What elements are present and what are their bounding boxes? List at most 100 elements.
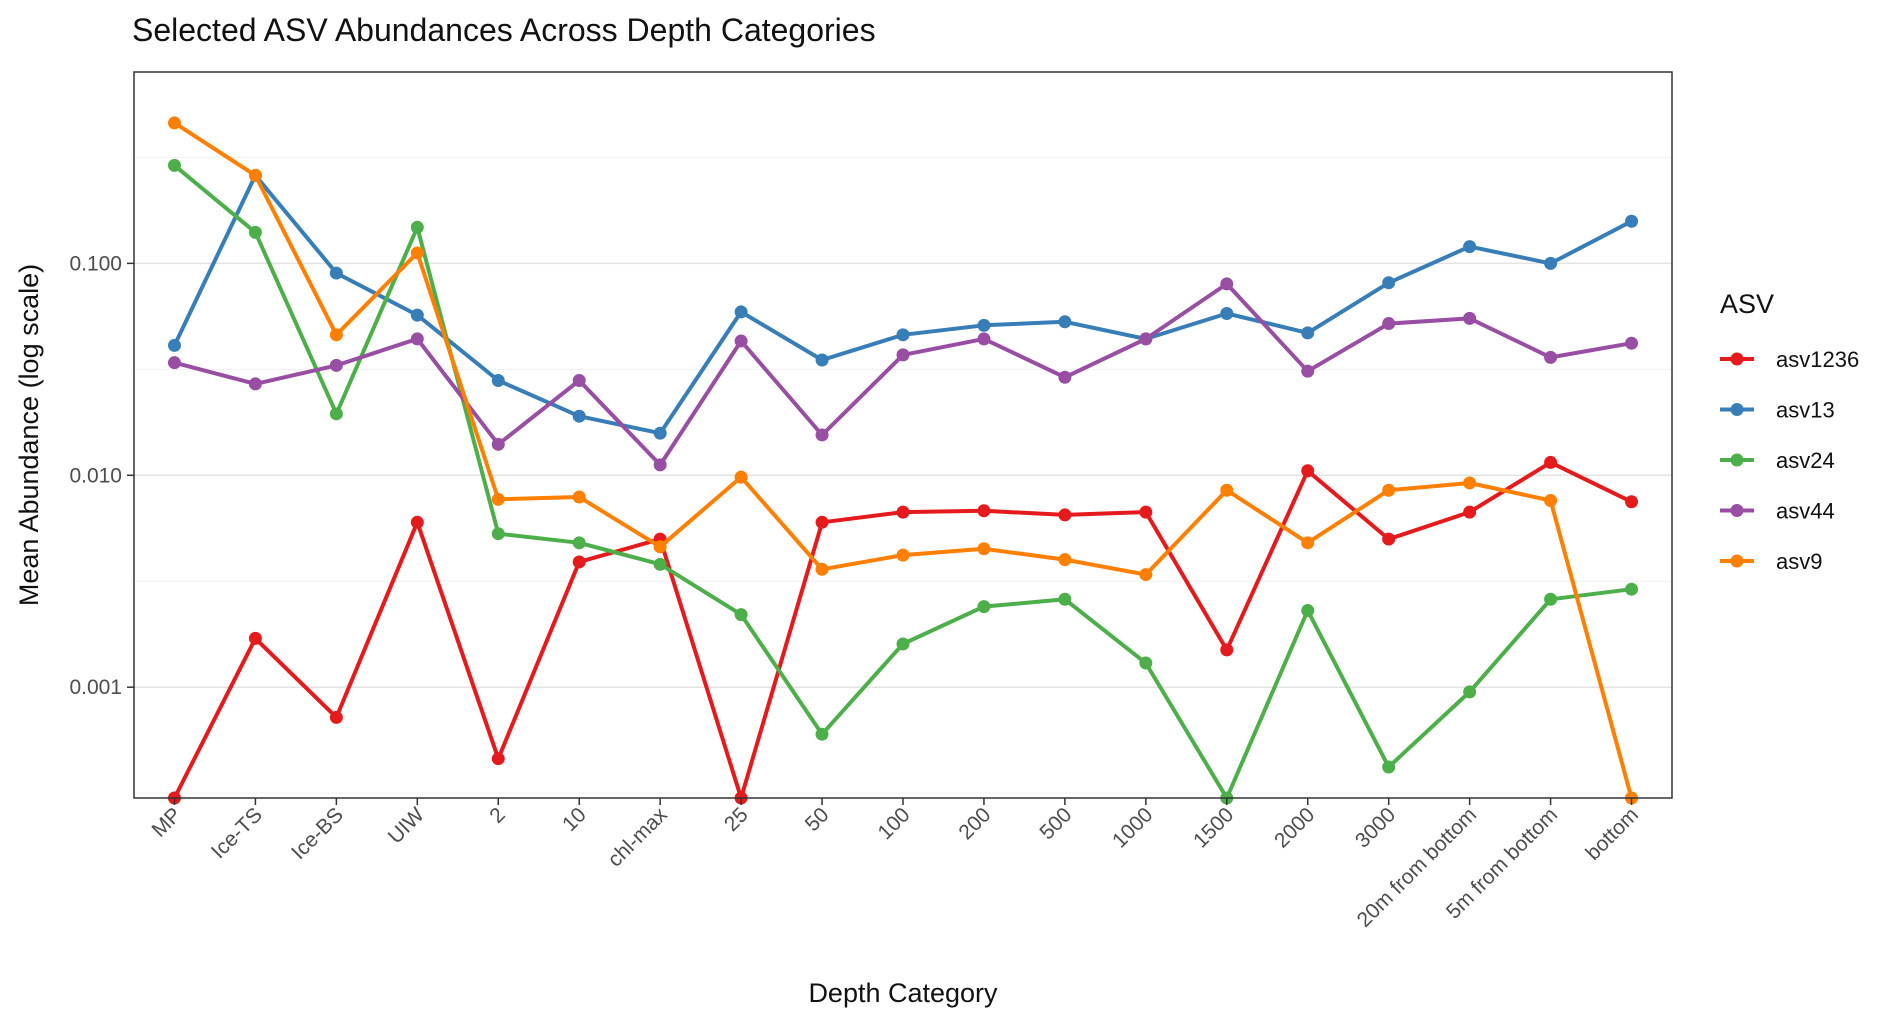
data-point-asv9 <box>1139 568 1153 582</box>
data-point-asv1236 <box>1058 508 1072 522</box>
legend-key-point <box>1730 403 1744 416</box>
x-tick-label: 10 <box>558 803 591 836</box>
data-point-asv13 <box>1220 307 1234 321</box>
legend-key-point <box>1730 453 1744 467</box>
data-point-asv44 <box>329 358 343 372</box>
y-tick-label: 0.001 <box>69 676 122 699</box>
data-point-asv24 <box>1301 604 1315 618</box>
data-point-asv13 <box>167 338 181 352</box>
data-point-asv1236 <box>329 710 343 724</box>
data-point-asv44 <box>167 356 181 370</box>
x-tick-label: Ice-TS <box>207 803 267 863</box>
data-point-asv24 <box>1625 582 1639 596</box>
x-tick-label: bottom <box>1581 803 1643 865</box>
legend-item-asv13: asv13 <box>1720 398 1835 423</box>
data-point-asv9 <box>1544 494 1558 508</box>
legend: ASV asv1236 asv13 asv24 asv44 asv9 <box>1720 289 1859 574</box>
data-point-asv24 <box>410 220 424 234</box>
data-point-asv13 <box>1382 276 1396 290</box>
data-point-asv24 <box>1463 685 1477 699</box>
data-point-asv9 <box>1058 553 1072 567</box>
data-point-asv9 <box>815 562 829 576</box>
data-point-asv1236 <box>491 752 505 766</box>
data-point-asv9 <box>329 328 343 342</box>
data-point-asv44 <box>896 348 910 362</box>
data-point-asv1236 <box>1625 495 1639 509</box>
data-point-asv44 <box>410 332 424 346</box>
legend-key-point <box>1730 352 1744 366</box>
data-point-asv24 <box>896 637 910 651</box>
data-point-asv13 <box>815 353 829 367</box>
data-point-asv44 <box>1625 336 1639 350</box>
data-point-asv13 <box>410 308 424 322</box>
data-point-asv13 <box>1544 256 1558 270</box>
y-tick-label: 0.100 <box>69 252 122 275</box>
series-asv44 <box>167 277 1639 472</box>
y-tick-label: 0.010 <box>69 464 122 487</box>
series-line-asv9 <box>172 120 1634 800</box>
x-tick-label: 1500 <box>1189 803 1238 852</box>
legend-item-asv24: asv24 <box>1720 448 1835 473</box>
y-axis-title: Mean Abundance (log scale) <box>14 264 44 606</box>
data-point-asv44 <box>977 332 991 346</box>
series-layer <box>167 116 1639 805</box>
data-point-asv1236 <box>896 505 910 519</box>
data-point-asv44 <box>815 428 829 442</box>
data-point-asv13 <box>977 318 991 332</box>
x-tick-label: 100 <box>873 803 914 844</box>
data-point-asv44 <box>653 458 667 472</box>
data-point-asv9 <box>491 492 505 506</box>
legend-label: asv1236 <box>1776 347 1859 372</box>
data-point-asv24 <box>977 600 991 614</box>
data-point-asv13 <box>572 409 586 423</box>
x-tick-label: 500 <box>1035 803 1076 844</box>
x-tick-label: 25 <box>720 803 753 836</box>
data-point-asv24 <box>1382 760 1396 774</box>
legend-item-asv1236: asv1236 <box>1720 347 1859 372</box>
data-point-asv1236 <box>1139 505 1153 519</box>
legend-key-point <box>1730 504 1744 517</box>
legend-item-asv44: asv44 <box>1720 499 1835 524</box>
data-point-asv1236 <box>410 515 424 529</box>
data-point-asv44 <box>1544 350 1558 364</box>
data-point-asv13 <box>1463 240 1477 254</box>
series-asv1236 <box>167 455 1639 805</box>
series-line-asv44 <box>172 281 1634 467</box>
data-point-asv24 <box>1544 592 1558 606</box>
data-point-asv9 <box>1382 483 1396 497</box>
data-point-asv13 <box>1625 214 1639 228</box>
data-point-asv9 <box>977 542 991 556</box>
data-point-asv13 <box>653 426 667 440</box>
data-point-asv1236 <box>1382 532 1396 546</box>
data-point-asv1236 <box>977 504 991 518</box>
x-tick-label: chl-max <box>603 803 672 872</box>
legend-item-asv9: asv9 <box>1720 549 1822 574</box>
data-point-asv1236 <box>572 555 586 569</box>
data-point-asv9 <box>734 470 748 484</box>
legend-label: asv9 <box>1776 549 1822 574</box>
legend-title: ASV <box>1720 289 1774 319</box>
x-tick-label: Ice-BS <box>287 803 348 864</box>
data-point-asv24 <box>491 527 505 541</box>
data-point-asv44 <box>734 334 748 348</box>
x-tick-label: 1000 <box>1108 803 1157 852</box>
data-point-asv24 <box>572 536 586 550</box>
data-point-asv13 <box>734 305 748 319</box>
data-point-asv24 <box>329 407 343 421</box>
data-point-asv9 <box>653 540 667 554</box>
series-line-asv13 <box>172 173 1634 436</box>
series-asv9 <box>167 116 1639 805</box>
data-point-asv24 <box>1139 656 1153 670</box>
x-tick-label: 3000 <box>1351 803 1400 852</box>
legend-key-point <box>1730 554 1744 568</box>
data-point-asv9 <box>1220 483 1234 497</box>
data-point-asv1236 <box>1463 505 1477 519</box>
series-asv13 <box>167 168 1639 440</box>
legend-label: asv44 <box>1776 499 1835 524</box>
grid-layer <box>134 156 1672 794</box>
data-point-asv44 <box>572 374 586 388</box>
x-tick-label: UIW <box>384 803 429 848</box>
data-point-asv9 <box>167 116 181 130</box>
series-line-asv24 <box>172 163 1634 800</box>
data-point-asv1236 <box>1544 455 1558 469</box>
